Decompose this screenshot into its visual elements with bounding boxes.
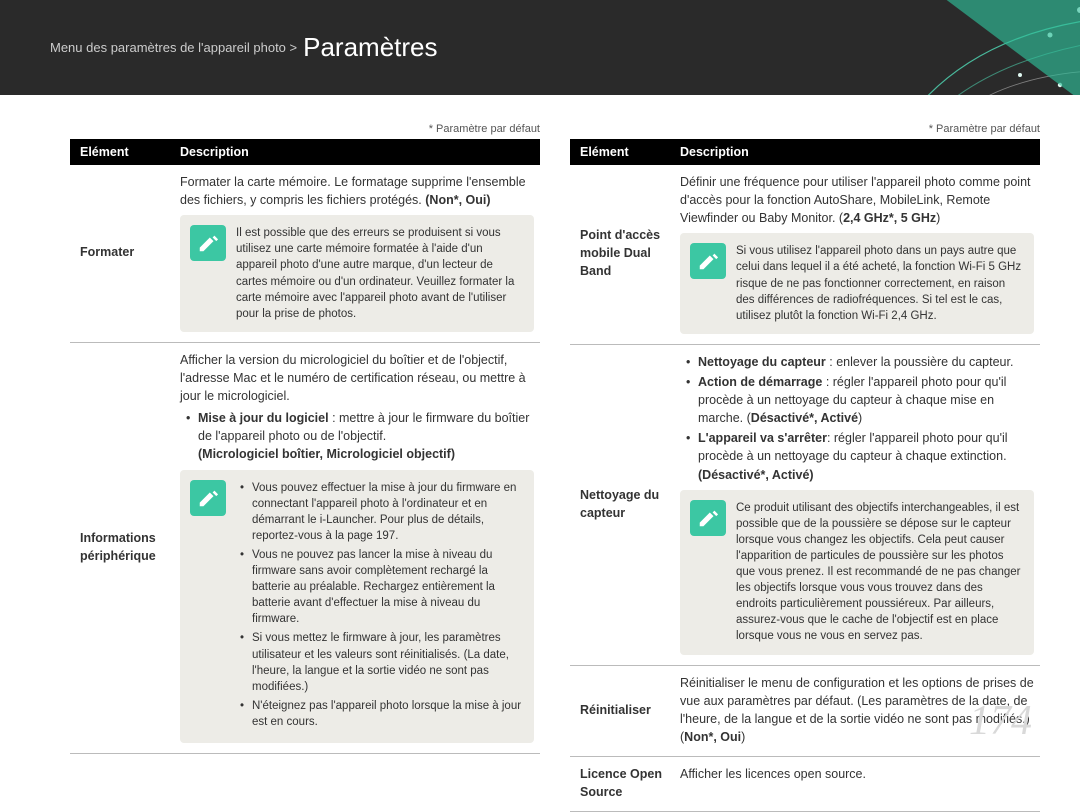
row-format-desc: Formater la carte mémoire. Le formatage … — [170, 165, 540, 342]
text: (Non*, Oui) — [425, 193, 490, 207]
note-item: N'éteignez pas l'appareil photo lorsque … — [240, 698, 522, 730]
row-info-desc: Afficher la version du micrologiciel du … — [170, 342, 540, 753]
note-text: Ce produit utilisant des objectifs inter… — [736, 502, 1020, 643]
th-desc: Description — [670, 139, 1040, 165]
breadcrumb: Menu des paramètres de l'appareil photo … — [50, 40, 297, 55]
row-format-label: Formater — [70, 165, 170, 342]
settings-table-left: ElémentDescription Formater Formater la … — [70, 139, 540, 754]
row-ap-label: Point d'accès mobile Dual Band — [570, 165, 670, 344]
th-element: Elément — [70, 139, 170, 165]
pen-icon — [190, 480, 226, 516]
bullet: Mise à jour du logiciel : mettre à jour … — [186, 409, 534, 463]
th-desc: Description — [170, 139, 540, 165]
content-area: * Paramètre par défaut ElémentDescriptio… — [0, 95, 1080, 812]
note-item: Si vous mettez le firmware à jour, les p… — [240, 630, 522, 694]
note-item: Vous pouvez effectuer la mise à jour du … — [240, 480, 522, 544]
note-box: Si vous utilisez l'appareil photo dans u… — [680, 233, 1034, 333]
default-label: * Paramètre par défaut — [70, 123, 540, 135]
row-info-label: Informations périphérique — [70, 342, 170, 753]
page-number: 174 — [969, 697, 1032, 745]
note-item: Vous ne pouvez pas lancer la mise à nive… — [240, 547, 522, 627]
pen-icon — [690, 500, 726, 536]
pen-icon — [690, 243, 726, 279]
row-reset-label: Réinitialiser — [570, 665, 670, 757]
default-label: * Paramètre par défaut — [570, 123, 1040, 135]
bullet: L'appareil va s'arrêter: régler l'appare… — [686, 429, 1034, 483]
note-text: Si vous utilisez l'appareil photo dans u… — [736, 245, 1021, 321]
text: Afficher la version du micrologiciel du … — [180, 351, 534, 405]
row-sensor-desc: Nettoyage du capteur : enlever la poussi… — [670, 344, 1040, 665]
th-element: Elément — [570, 139, 670, 165]
row-sensor-label: Nettoyage du capteur — [570, 344, 670, 665]
bullet: Nettoyage du capteur : enlever la poussi… — [686, 353, 1034, 371]
note-text: Il est possible que des erreurs se produ… — [236, 227, 514, 319]
decorative-graphic — [860, 0, 1080, 95]
header-bar: Menu des paramètres de l'appareil photo … — [0, 0, 1080, 95]
bullet: Action de démarrage : régler l'appareil … — [686, 373, 1034, 427]
row-ap-desc: Définir une fréquence pour utiliser l'ap… — [670, 165, 1040, 344]
pen-icon — [190, 225, 226, 261]
note-box: Ce produit utilisant des objectifs inter… — [680, 490, 1034, 655]
page-title: Paramètres — [303, 32, 437, 63]
note-box: Il est possible que des erreurs se produ… — [180, 215, 534, 332]
note-box: Vous pouvez effectuer la mise à jour du … — [180, 470, 534, 743]
left-column: * Paramètre par défaut ElémentDescriptio… — [70, 123, 540, 812]
